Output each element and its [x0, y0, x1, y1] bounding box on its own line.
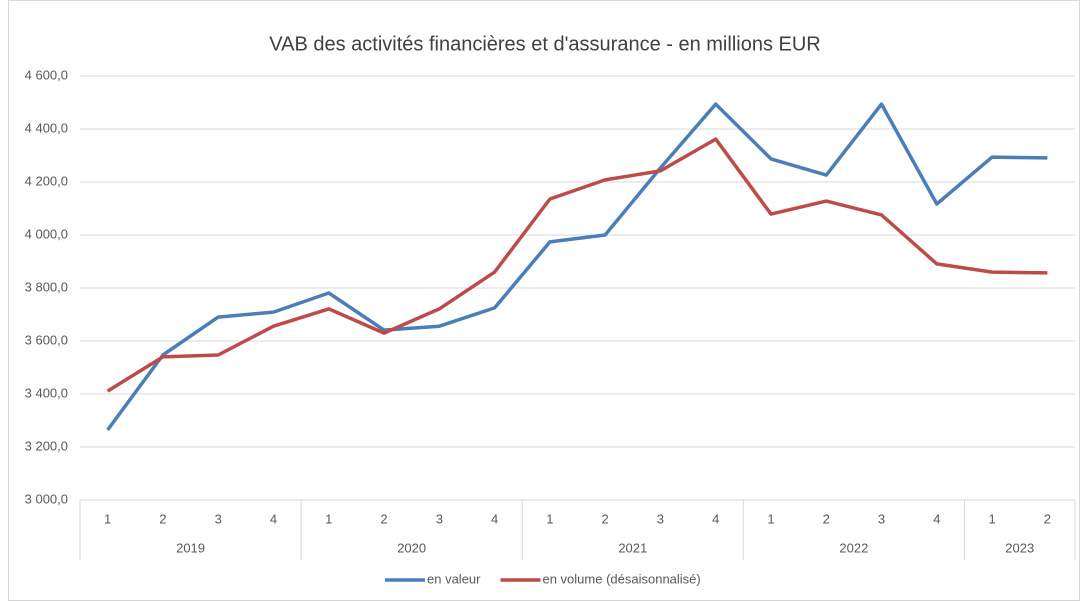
chart-frame — [8, 0, 1080, 601]
x-tick-label: 1 — [988, 511, 995, 526]
legend-label: en volume (désaisonnalisé) — [542, 571, 700, 586]
y-tick-label: 3 600,0 — [25, 332, 68, 347]
legend-label: en valeur — [427, 571, 481, 586]
y-tick-label: 3 200,0 — [25, 438, 68, 453]
x-tick-label: 4 — [933, 511, 940, 526]
x-tick-label: 2 — [159, 511, 166, 526]
x-tick-label: 2 — [1044, 511, 1051, 526]
x-tick-label: 3 — [215, 511, 222, 526]
y-tick-label: 4 600,0 — [25, 67, 68, 82]
y-tick-label: 4 200,0 — [25, 173, 68, 188]
x-tick-label: 3 — [657, 511, 664, 526]
y-tick-label: 4 400,0 — [25, 120, 68, 135]
chart-title: VAB des activités financières et d'assur… — [269, 33, 820, 55]
x-tick-label: 3 — [878, 511, 885, 526]
x-group-label: 2022 — [839, 540, 868, 555]
x-tick-label: 4 — [270, 511, 277, 526]
y-tick-label: 3 800,0 — [25, 279, 68, 294]
x-tick-label: 3 — [436, 511, 443, 526]
y-tick-label: 3 000,0 — [25, 491, 68, 506]
x-group-label: 2021 — [618, 540, 647, 555]
x-tick-label: 1 — [325, 511, 332, 526]
y-tick-label: 3 400,0 — [25, 385, 68, 400]
line-series — [106, 102, 1048, 432]
x-tick-label: 1 — [767, 511, 774, 526]
y-tick-label: 4 000,0 — [25, 226, 68, 241]
x-group-label: 2019 — [176, 540, 205, 555]
x-tick-label: 1 — [104, 511, 111, 526]
x-tick-label: 2 — [380, 511, 387, 526]
x-tick-label: 4 — [712, 511, 719, 526]
x-group-label: 2023 — [1005, 540, 1034, 555]
x-tick-label: 2 — [823, 511, 830, 526]
line-series — [106, 137, 1048, 393]
x-tick-label: 2 — [602, 511, 609, 526]
x-tick-label: 1 — [546, 511, 553, 526]
x-tick-label: 4 — [491, 511, 498, 526]
x-group-label: 2020 — [397, 540, 426, 555]
